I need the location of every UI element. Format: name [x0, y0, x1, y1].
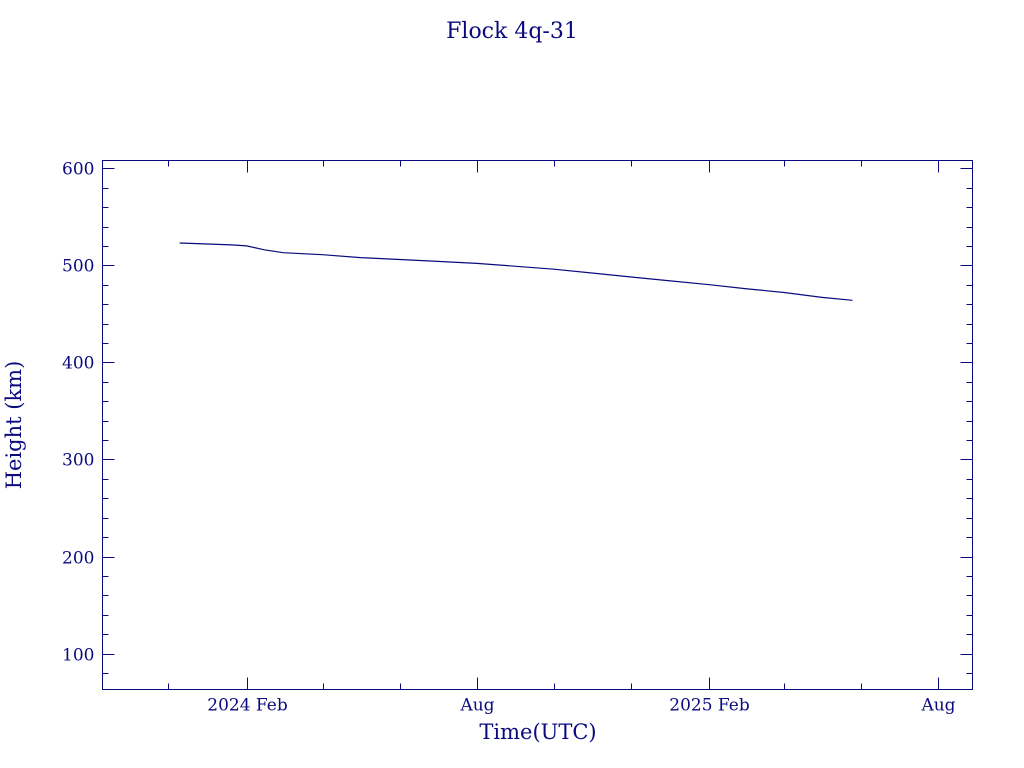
height-series-line	[179, 242, 853, 301]
y-tick-label: 600	[62, 160, 94, 180]
x-tick-label: Aug	[459, 696, 494, 716]
y-axis-label: Height (km)	[2, 361, 26, 490]
x-tick-label: 2024 Feb	[207, 696, 288, 716]
plot-area	[102, 160, 973, 690]
chart-title: Flock 4q-31	[446, 19, 578, 44]
y-tick-label: 100	[62, 646, 94, 666]
y-tick-label: 500	[62, 257, 94, 277]
minor-ticks	[102, 160, 973, 690]
x-axis-ticks: 2024 Feb Aug 2025 Feb Aug	[207, 160, 956, 716]
x-tick-label: Aug	[920, 696, 955, 716]
y-tick-label: 400	[62, 354, 94, 374]
y-tick-label: 200	[62, 549, 94, 569]
x-tick-label: 2025 Feb	[669, 696, 750, 716]
y-tick-label: 300	[62, 451, 94, 471]
x-axis-label: Time(UTC)	[479, 720, 596, 744]
y-axis-ticks: 100 200 300 400 500 600	[62, 160, 973, 666]
